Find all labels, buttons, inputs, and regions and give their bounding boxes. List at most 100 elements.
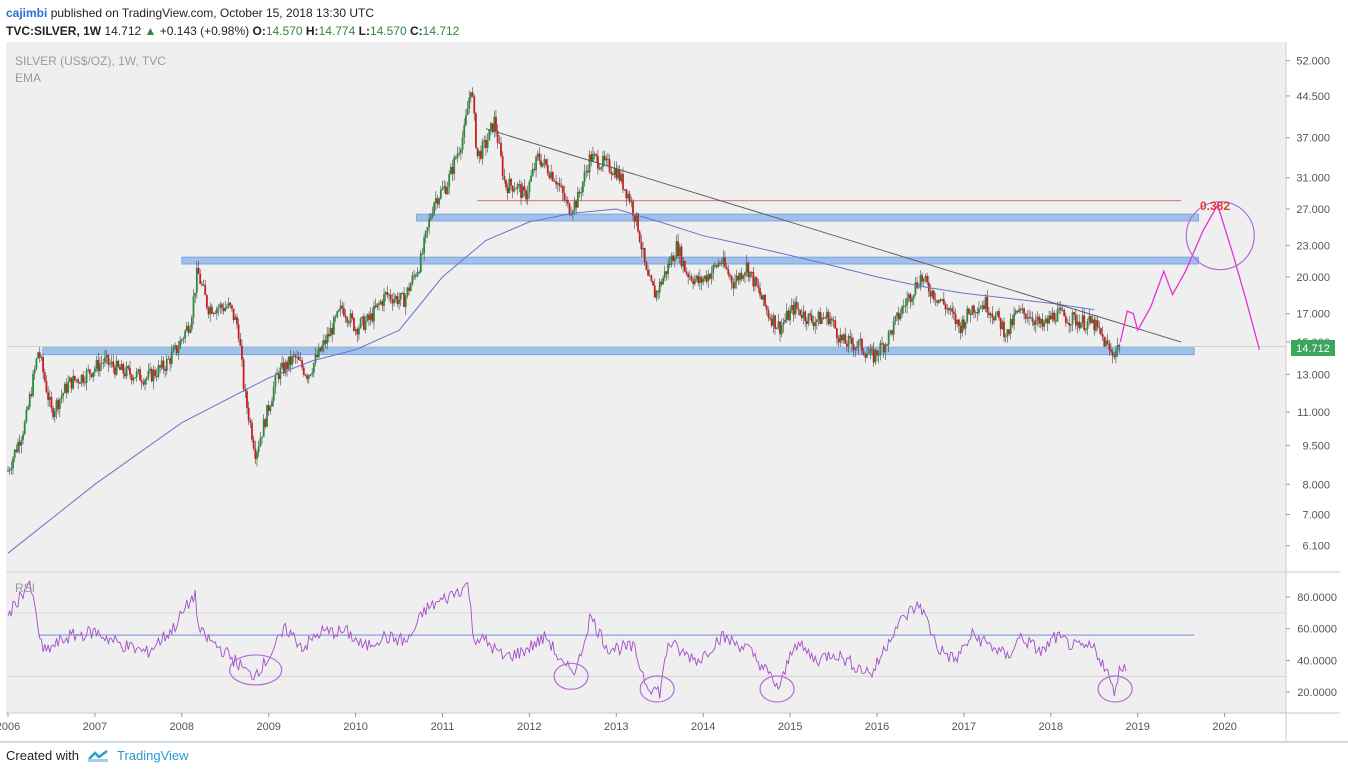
candle-body [702, 279, 705, 283]
last-price: 14.712 [104, 24, 142, 38]
candle-body [493, 116, 496, 132]
candle-body [989, 313, 992, 316]
candle-body [129, 367, 131, 375]
candle-body [1006, 329, 1009, 337]
candle-body [790, 305, 793, 310]
author-link[interactable]: cajimbi [6, 6, 48, 20]
candle-body [72, 375, 75, 389]
candle-body [149, 368, 151, 371]
candle-body [114, 367, 116, 375]
candle-body [411, 275, 414, 284]
candle-body [784, 319, 786, 323]
candle-body [262, 419, 265, 437]
candle-body [137, 369, 140, 372]
candle-body [1083, 315, 1086, 331]
candle-body [1100, 328, 1102, 334]
candle-body [902, 305, 905, 307]
candle-body [448, 174, 451, 187]
candle-body [568, 203, 571, 215]
candle-body [759, 288, 761, 296]
candle-body [80, 374, 83, 384]
candle-body [1016, 310, 1019, 313]
candle-body [1068, 322, 1071, 326]
candle-body [77, 379, 80, 383]
candle-body [1061, 309, 1064, 311]
candle-body [122, 363, 125, 374]
candle-body [500, 142, 502, 156]
candle-body [42, 357, 44, 373]
candle-body [384, 292, 387, 295]
candle-body [403, 293, 405, 308]
candle-body [119, 366, 121, 370]
candle-body [28, 394, 31, 408]
candle-body [571, 211, 574, 214]
candle-body [152, 369, 155, 382]
candle-body [371, 313, 374, 322]
candle-body [197, 267, 200, 274]
candle-body [799, 309, 802, 316]
candle-body [383, 294, 385, 306]
tradingview-brand-link[interactable]: TradingView [116, 748, 189, 763]
candle-body [424, 231, 427, 238]
candle-body [353, 318, 355, 331]
candle-body [296, 356, 299, 358]
candle-body [665, 271, 668, 275]
candle-body [8, 470, 11, 472]
candle-body [1079, 323, 1082, 329]
footer: Created with TradingView [6, 748, 189, 763]
target-circle [1185, 201, 1255, 271]
candle-body [794, 301, 797, 315]
candle-body [144, 379, 146, 385]
candle-body [750, 271, 753, 273]
candle-body [396, 296, 399, 304]
candle-body [592, 153, 594, 162]
candle-body [451, 166, 454, 175]
candle-body [963, 319, 965, 329]
candle-body [824, 317, 827, 319]
support-resistance-zone-0 [416, 213, 1199, 222]
candle-body [453, 157, 456, 175]
candle-body [299, 359, 302, 361]
candle-body [603, 155, 606, 161]
candle-body [1073, 312, 1076, 315]
candle-body [521, 186, 524, 198]
candle-body [304, 374, 307, 376]
candle-body [1113, 355, 1116, 358]
candle-body [847, 336, 850, 347]
candle-body [297, 356, 300, 360]
rsi-oversold-circle-2 [639, 675, 675, 703]
candle-body [583, 171, 586, 182]
candle-body [1095, 320, 1097, 331]
candle-body [406, 287, 409, 296]
candle-body [566, 200, 569, 204]
candle-body [409, 283, 412, 291]
candle-body [623, 189, 626, 191]
candle-body [510, 178, 512, 186]
candle-body [658, 281, 661, 293]
candle-body [194, 292, 197, 297]
candle-body [344, 315, 347, 318]
candle-body [271, 400, 273, 407]
candle-body [88, 369, 91, 374]
candle-body [309, 374, 312, 376]
candle-body [560, 185, 563, 187]
candle-body [563, 193, 566, 200]
candle-body [349, 313, 352, 324]
price-tick-label: 44.500 [1296, 91, 1330, 103]
candle-body [683, 260, 686, 272]
price-tick-label: 31.000 [1296, 173, 1330, 185]
candle-body [857, 340, 860, 347]
candle-body [841, 334, 843, 341]
candle-body [307, 375, 310, 379]
candle-body [65, 383, 68, 393]
bottom-border [0, 741, 1348, 743]
candle-body [919, 275, 922, 288]
candle-body [872, 349, 875, 363]
candle-body [95, 360, 98, 369]
candle-body [752, 271, 755, 287]
price-tick-label: 13.000 [1296, 369, 1330, 381]
ema-line [7, 208, 1095, 554]
candle-body [50, 396, 53, 409]
candle-body [724, 257, 726, 267]
